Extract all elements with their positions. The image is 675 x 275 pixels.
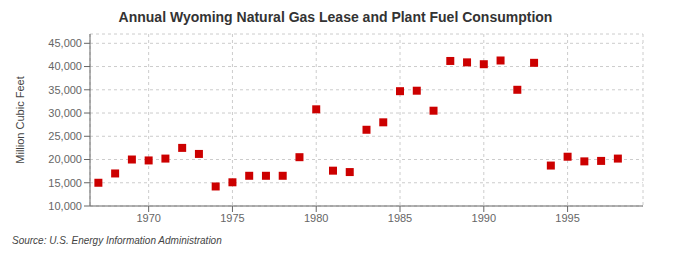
svg-text:1975: 1975	[220, 212, 244, 224]
svg-text:35,000: 35,000	[48, 84, 82, 96]
svg-text:40,000: 40,000	[48, 60, 82, 72]
svg-text:1985: 1985	[388, 212, 412, 224]
svg-text:15,000: 15,000	[48, 177, 82, 189]
svg-text:20,000: 20,000	[48, 153, 82, 165]
svg-text:1995: 1995	[555, 212, 579, 224]
svg-text:30,000: 30,000	[48, 107, 82, 119]
svg-text:1970: 1970	[136, 212, 160, 224]
svg-text:45,000: 45,000	[48, 37, 82, 49]
svg-text:10,000: 10,000	[48, 200, 82, 212]
html-text:Source: U.S. Energy Informatio: Source: U.S. Energy Information Administ…	[12, 235, 222, 246]
svg-text:25,000: 25,000	[48, 130, 82, 142]
svg-text:1980: 1980	[304, 212, 328, 224]
html-text:Annual Wyoming Natural Gas Lea: Annual Wyoming Natural Gas Lease and Pla…	[118, 9, 553, 25]
svg-text:1990: 1990	[472, 212, 496, 224]
svg-text:Million Cubic Feet: Million Cubic Feet	[14, 76, 26, 163]
